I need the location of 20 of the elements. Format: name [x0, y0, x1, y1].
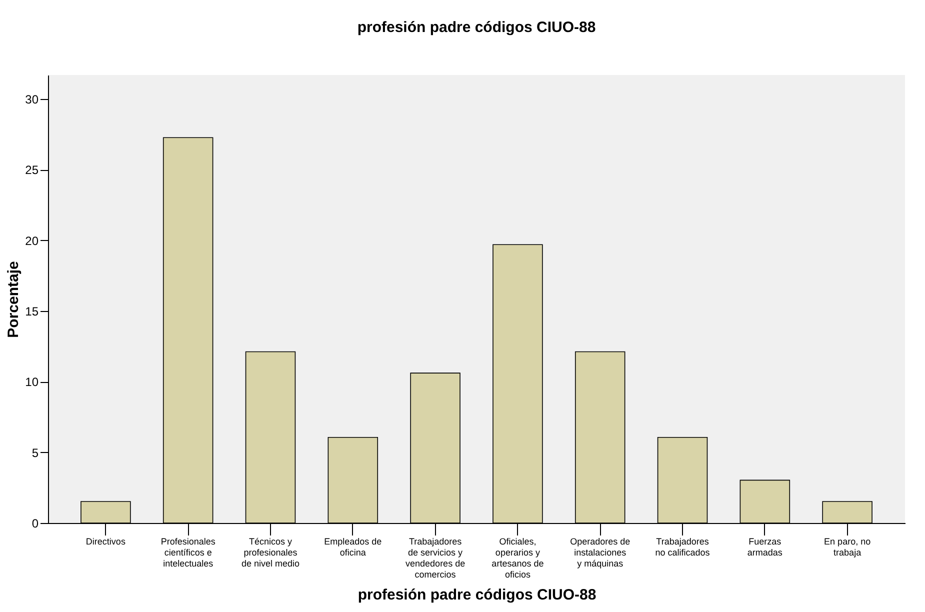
y-tick-label: 20: [25, 234, 39, 248]
x-axis-title: profesión padre códigos CIUO-88: [358, 586, 596, 604]
x-tick-label: Directivos: [86, 536, 126, 546]
y-tick-label: 25: [25, 163, 39, 178]
x-tick-label: Trabajadores de servicios y vendedores de comercios: [406, 536, 466, 580]
y-tick-label: 15: [25, 304, 39, 319]
y-axis-title: Porcentaje: [5, 261, 22, 338]
x-tick-label: Técnicos y profesionales de nivel medio: [241, 536, 300, 568]
x-tick-label: Trabajadores no calificados: [655, 536, 710, 558]
y-tick-label: 5: [32, 446, 39, 460]
x-tick-label: Profesionales científicos e intelectuales: [160, 536, 216, 568]
x-tick-label: Oficiales, operarios y artesanos de oficios: [492, 536, 544, 580]
x-tick-label: Empleados de oficina: [324, 536, 382, 558]
y-tick-label: 10: [25, 375, 39, 390]
chart-title: profesión padre códigos CIUO-88: [357, 19, 596, 36]
x-tick-label: En paro, no trabaja: [824, 536, 871, 558]
x-tick-label: Fuerzas armadas: [747, 536, 783, 558]
x-tick-label: Operadores de instalaciones y máquinas: [570, 536, 630, 568]
y-tick-label: 0: [32, 516, 39, 530]
y-tick-label: 30: [25, 92, 39, 107]
